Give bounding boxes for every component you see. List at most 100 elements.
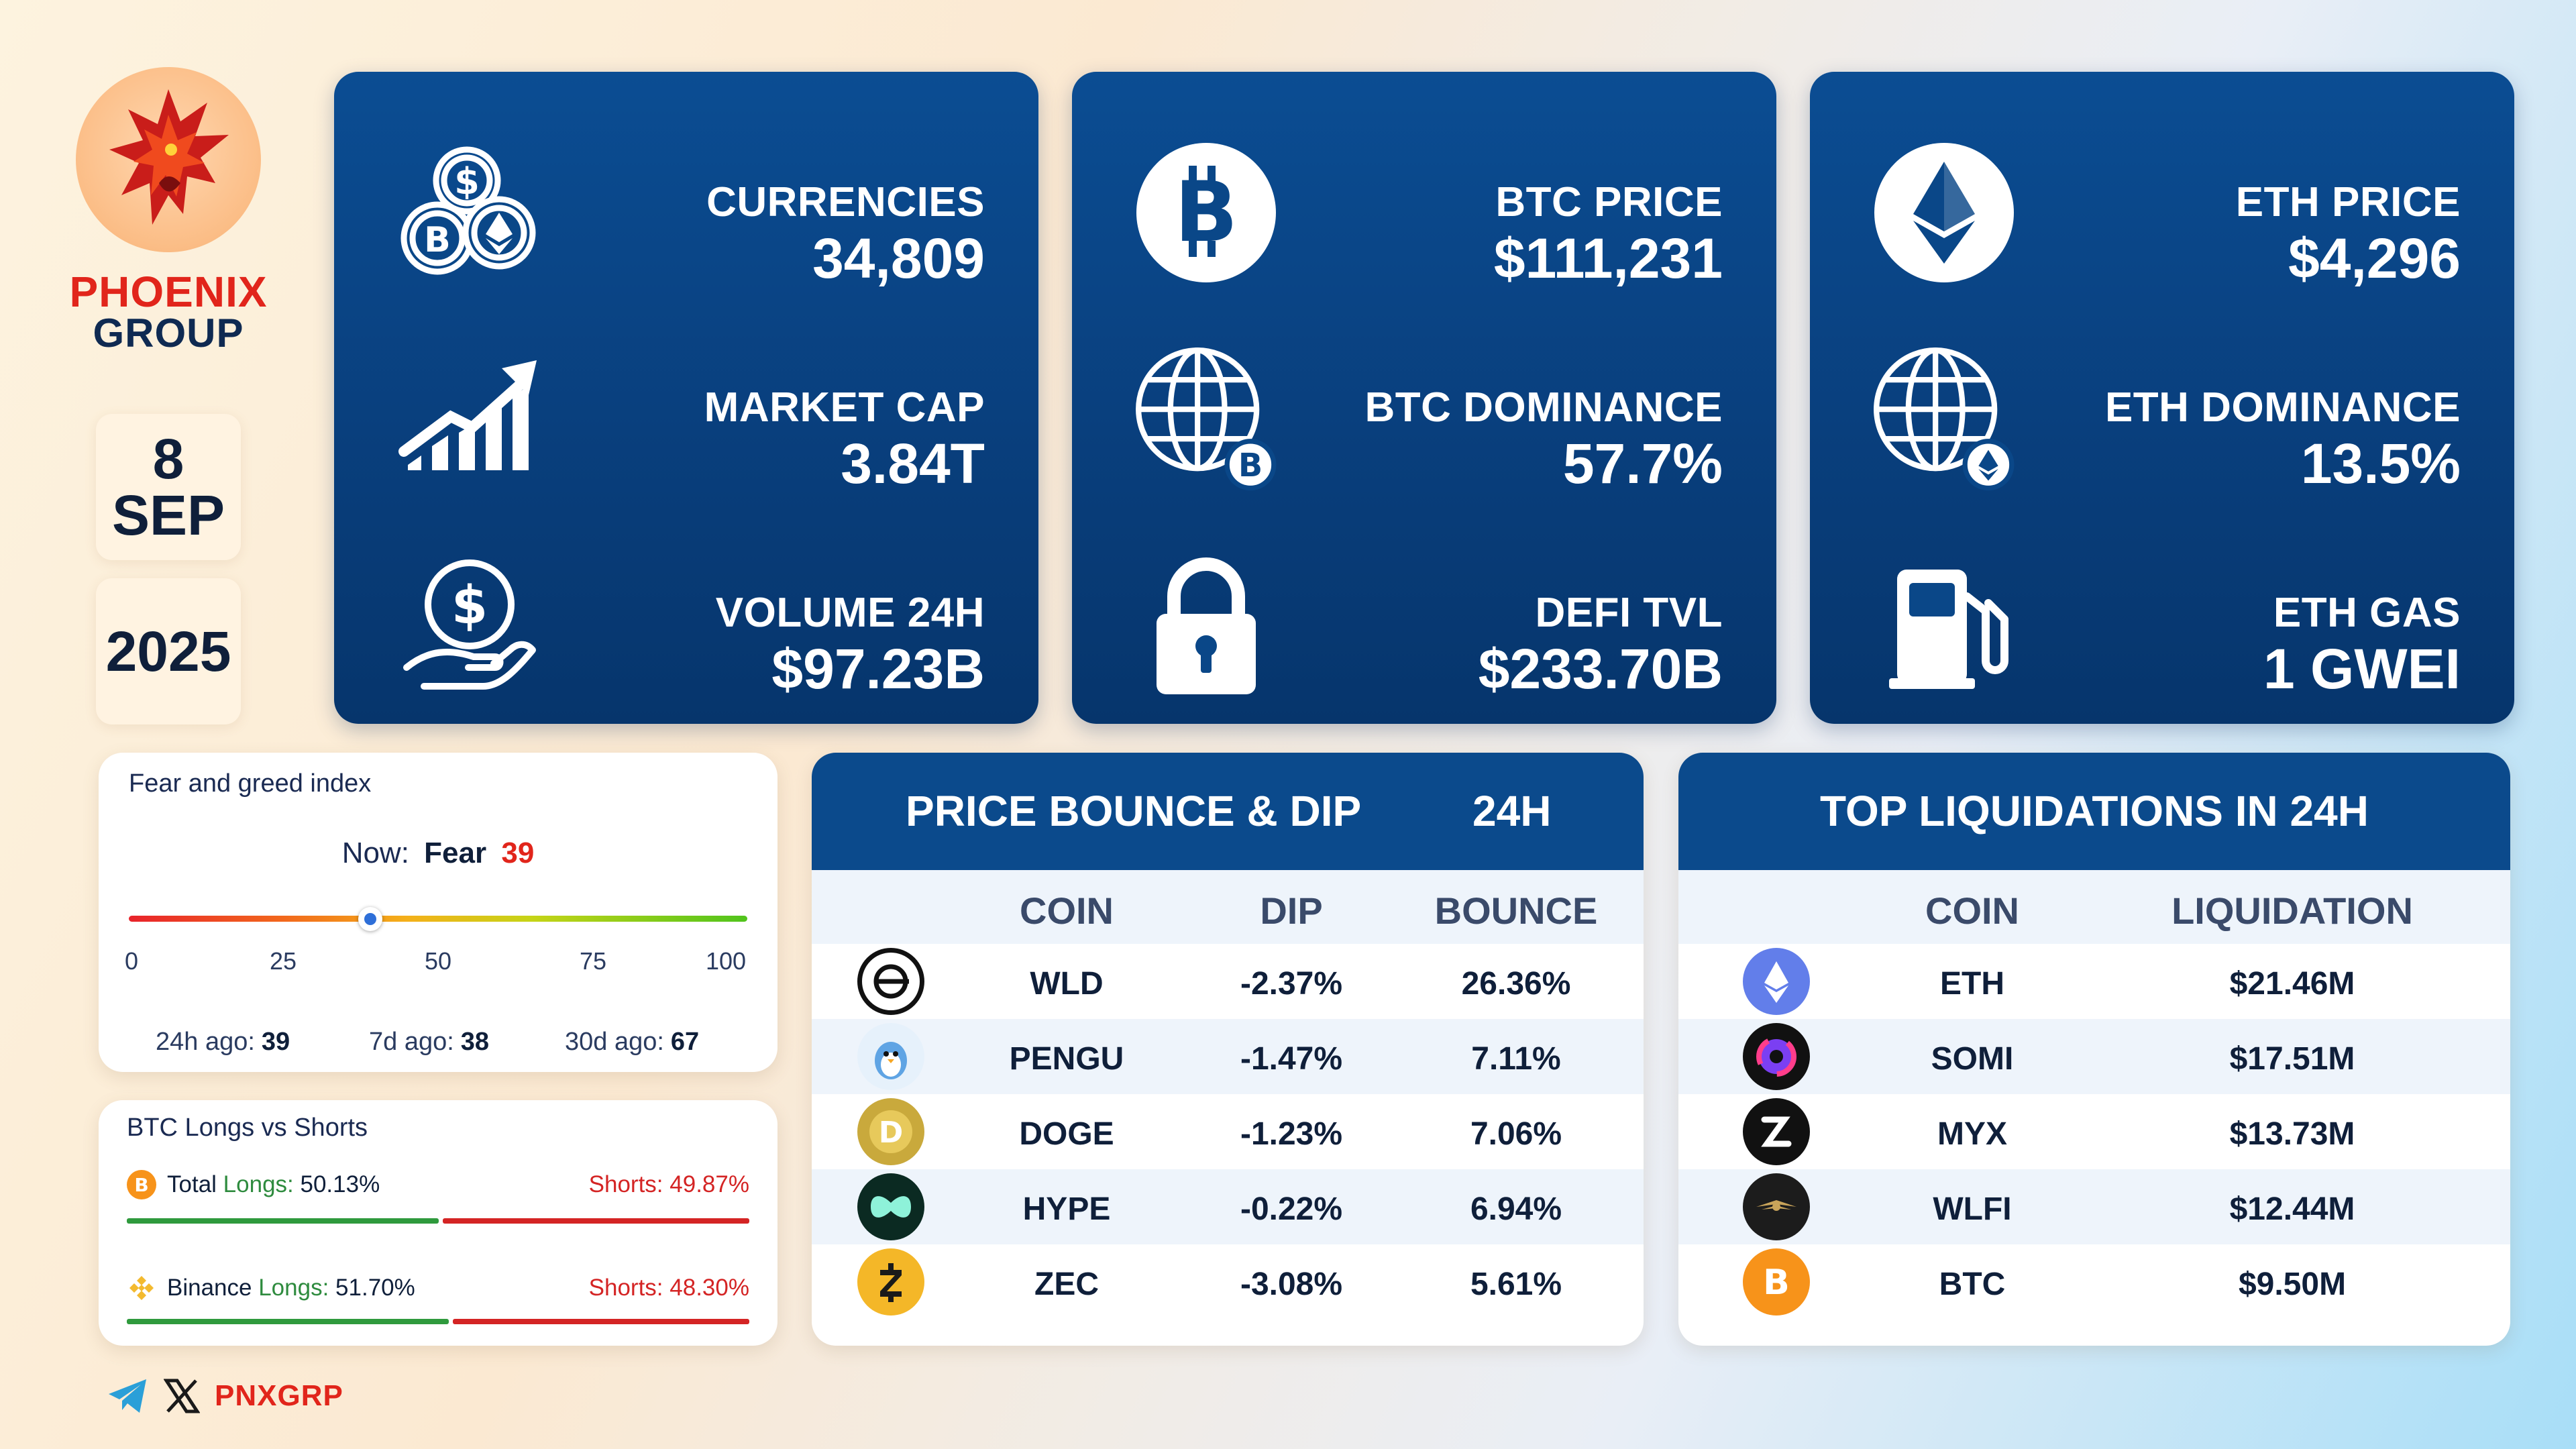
stat-eth-gas: ETH GAS 1 GWEI [1810,523,2514,724]
phoenix-icon [109,89,229,225]
bounce-value: 7.11% [1471,1041,1561,1077]
padlock-icon [1132,549,1280,697]
liquidation-value: $17.51M [2229,1041,2355,1077]
coin-symbol: WLFI [1933,1191,2012,1227]
now-value: 39 [501,837,535,869]
stat-market-cap: MARKET CAP 3.84T [334,317,1038,519]
dip-value: -2.37% [1240,966,1343,1002]
x-twitter-icon[interactable] [164,1378,200,1414]
longs-label: Longs: [223,1171,294,1197]
stat-label: BTC DOMINANCE [1364,384,1723,431]
bounce-value: 5.61% [1470,1267,1562,1302]
row-name: Binance [167,1275,252,1301]
history-value: 38 [460,1028,490,1056]
coin-symbol: ETH [1940,966,2004,1002]
stat-value: $4,296 [2288,227,2461,290]
worldcoin-icon [857,948,924,1015]
date-day: 8 [152,427,184,490]
column-header: DIP [1260,890,1323,932]
hyperliquid-icon [857,1173,924,1240]
table-row: SOMI $17.51M [1678,1019,2510,1094]
fear-greed-indicator [358,907,382,931]
coin-symbol: HYPE [1022,1191,1111,1227]
growth-chart-icon [394,344,542,492]
stat-volume-24h: $ VOLUME 24H $97.23B [334,523,1038,724]
liquidation-value: $12.44M [2229,1191,2355,1227]
zcash-icon [857,1248,924,1316]
stat-defi-tvl: DEFI TVL $233.70B [1072,523,1776,724]
social-handle[interactable]: PNXGRP [215,1379,343,1412]
table-header: TOP LIQUIDATIONS IN 24H [1678,753,2510,870]
coin-symbol: PENGU [1009,1041,1124,1077]
now-label: Now: [341,837,409,869]
globe-bitcoin-icon: B [1132,344,1280,492]
column-header: COIN [1020,890,1114,932]
table-row: D DOGE -1.23% 7.06% [812,1094,1644,1169]
bounce-value: 6.94% [1470,1191,1562,1227]
stat-value: 57.7% [1562,432,1723,495]
table-row: ETH $21.46M [1678,944,2510,1019]
phoenix-logo [76,67,261,252]
history-value: 39 [261,1028,290,1056]
history-label: 7d ago: [369,1028,454,1056]
liquidation-value: $21.46M [2229,966,2355,1002]
stat-value: 13.5% [2300,432,2461,495]
date-day-month-card: 8 SEP [96,414,241,560]
table-title: PRICE BOUNCE & DIP [906,787,1362,835]
column-header: COIN [1925,890,2019,932]
stat-btc-dominance: B BTC DOMINANCE 57.7% [1072,317,1776,519]
stat-label: CURRENCIES [706,179,985,225]
longs-shorts-title: BTC Longs vs Shorts [127,1114,368,1142]
bounce-value: 26.36% [1461,966,1571,1002]
shorts-label: Shorts: [588,1275,663,1301]
bitcoin-icon: B [127,1170,156,1199]
stat-label: MARKET CAP [704,384,985,431]
table-row: B BTC $9.50M [1678,1244,2510,1320]
shorts-label: Shorts: [588,1171,663,1197]
coin-symbol: MYX [1937,1116,2008,1152]
longs-label: Longs: [258,1275,329,1301]
longs-value: 51.70% [335,1275,415,1301]
dip-value: -1.23% [1240,1116,1343,1152]
gas-pump-icon [1870,549,2018,697]
gauge-tick: 75 [579,947,607,975]
stat-btc-price: B BTC PRICE $111,231 [1072,112,1776,313]
telegram-icon[interactable] [107,1378,149,1414]
table-title: TOP LIQUIDATIONS IN 24H [1820,787,2369,835]
gauge-tick: 0 [124,947,139,975]
pengu-icon [857,1023,924,1090]
fear-greed-card: Fear and greed index Now: Fear 39 0 25 5… [99,753,777,1072]
social-footer: PNXGRP [107,1378,343,1414]
market-overview-panel: $ B CURRENCIES 34,809 MARKET CAP 3.84T [334,72,1038,724]
svg-text:$: $ [454,160,480,203]
brand-name-line1: PHOENIX [69,268,268,316]
brand-name-line2: GROUP [93,311,244,356]
column-headers: COIN LIQUIDATION [1678,870,2510,944]
table-row: WLD -2.37% 26.36% [812,944,1644,1019]
column-headers: COIN DIP BOUNCE [812,870,1644,944]
ethereum-panel: ETH PRICE $4,296 ETH DOMINANCE 13.5% [1810,72,2514,724]
table-period: 24H [1472,787,1552,835]
coin-symbol: WLD [1030,966,1104,1002]
dip-value: -0.22% [1240,1191,1343,1227]
stat-value: $111,231 [1493,227,1723,290]
date-year: 2025 [105,619,231,683]
stat-eth-price: ETH PRICE $4,296 [1810,112,2514,313]
stat-value: 3.84T [841,432,985,495]
fear-greed-now: Now: Fear 39 [99,837,777,870]
longs-value: 50.13% [300,1171,380,1197]
gauge-tick: 25 [269,947,297,975]
somnia-icon [1743,1023,1810,1090]
table-row: WLFI $12.44M [1678,1169,2510,1244]
table-header: PRICE BOUNCE & DIP 24H [812,753,1644,870]
binance-longs-label: Binance Longs: 51.70% [167,1275,415,1301]
wlfi-icon [1743,1173,1810,1240]
dip-value: -3.08% [1240,1267,1343,1302]
row-name: Total [167,1171,217,1197]
history-label: 30d ago: [565,1028,664,1056]
table-row: ZEC -3.08% 5.61% [812,1244,1644,1320]
stat-label: DEFI TVL [1535,590,1723,636]
ethereum-icon [1743,948,1810,1015]
dip-value: -1.47% [1240,1041,1343,1077]
stat-label: ETH DOMINANCE [2104,384,2461,431]
